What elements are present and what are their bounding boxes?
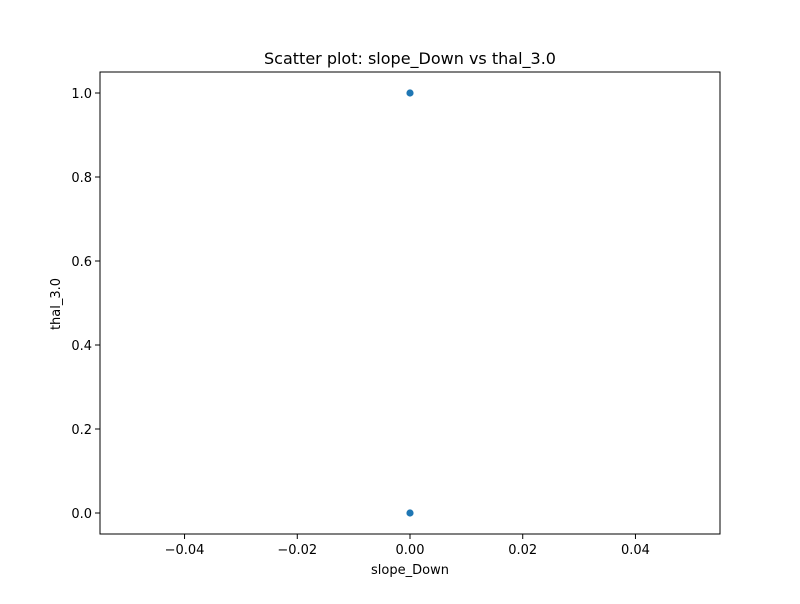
y-axis-ticks: 0.0 0.2 0.4 0.6 0.8 1.0 bbox=[71, 87, 100, 522]
x-axis-label: slope_Down bbox=[371, 563, 449, 578]
x-tick-label: −0.02 bbox=[277, 543, 317, 558]
x-tick-label: 0.00 bbox=[396, 543, 425, 558]
chart-title: Scatter plot: slope_Down vs thal_3.0 bbox=[264, 49, 556, 69]
x-tick-label: −0.04 bbox=[165, 543, 205, 558]
y-tick-label: 1.0 bbox=[71, 87, 92, 102]
x-axis-ticks: −0.04 −0.02 0.00 0.02 0.04 bbox=[165, 534, 650, 558]
scatter-point bbox=[406, 509, 414, 517]
y-tick-label: 0.0 bbox=[71, 507, 92, 522]
y-tick-label: 0.6 bbox=[71, 255, 92, 270]
y-axis-label: thal_3.0 bbox=[49, 278, 64, 330]
x-tick-label: 0.02 bbox=[508, 543, 537, 558]
y-tick-label: 0.4 bbox=[71, 339, 92, 354]
data-points bbox=[406, 89, 414, 517]
x-tick-label: 0.04 bbox=[621, 543, 650, 558]
y-tick-label: 0.2 bbox=[71, 423, 92, 438]
scatter-point bbox=[406, 89, 414, 97]
y-tick-label: 0.8 bbox=[71, 171, 92, 186]
